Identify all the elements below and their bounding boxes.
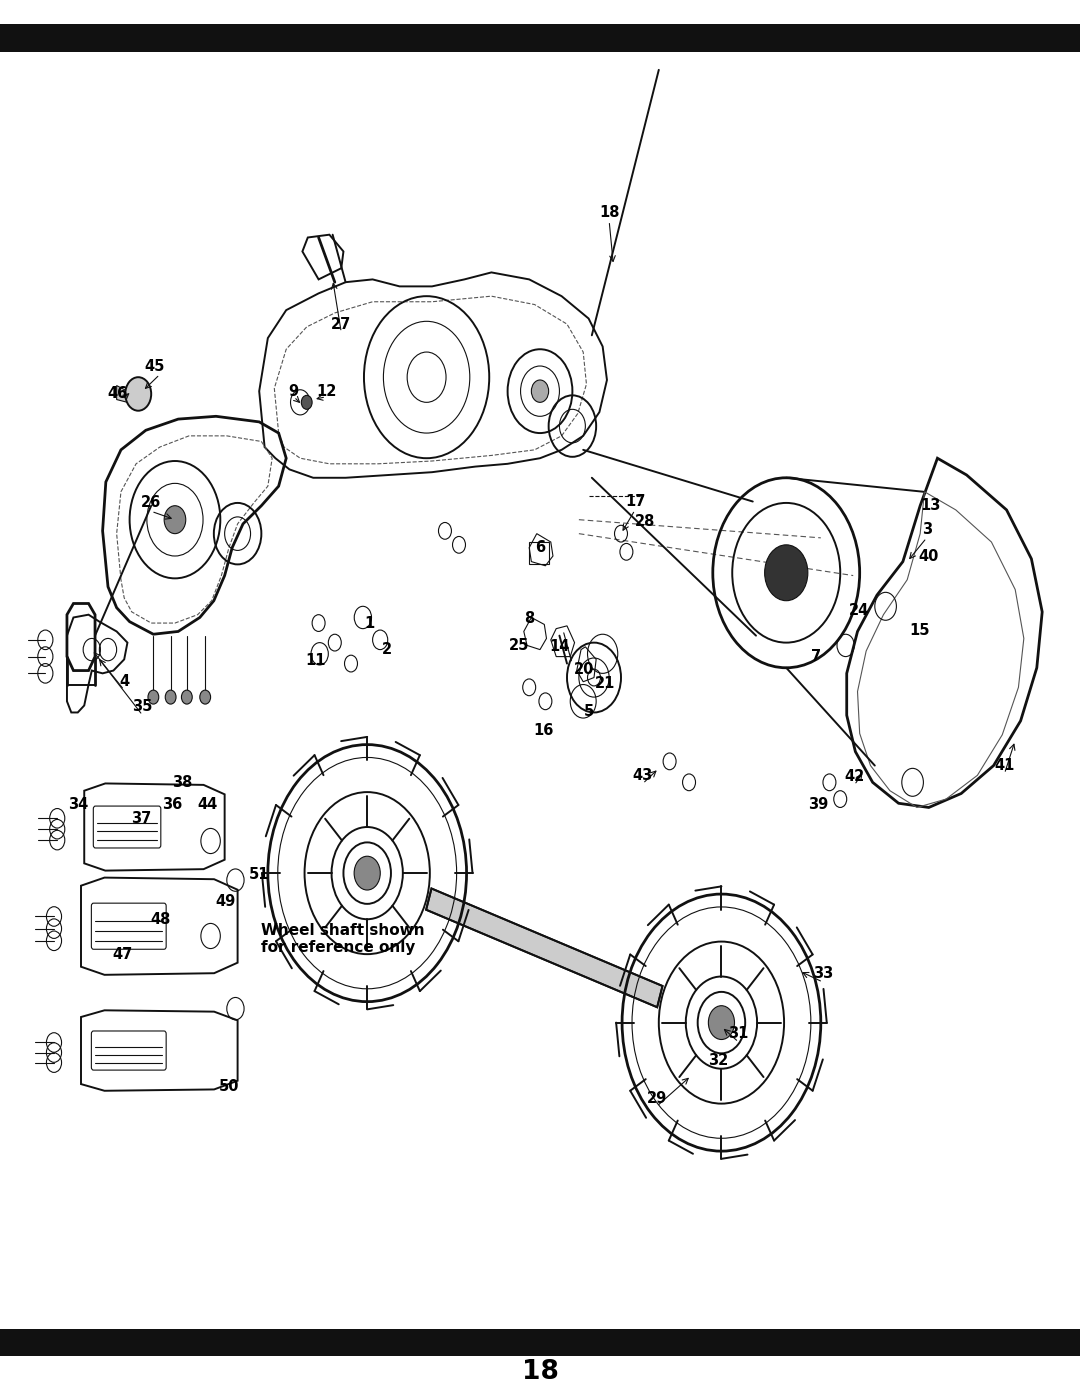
Text: 24: 24 bbox=[849, 604, 868, 617]
Circle shape bbox=[531, 380, 549, 402]
Circle shape bbox=[148, 690, 159, 704]
Text: 33: 33 bbox=[813, 967, 833, 981]
Text: 16: 16 bbox=[534, 724, 553, 738]
Text: 7: 7 bbox=[811, 650, 822, 664]
Text: 39: 39 bbox=[809, 798, 828, 812]
Text: 6: 6 bbox=[535, 541, 545, 555]
Text: 14: 14 bbox=[550, 640, 569, 654]
Text: 44: 44 bbox=[198, 798, 217, 812]
Text: 18: 18 bbox=[522, 1359, 558, 1384]
Text: 15: 15 bbox=[909, 623, 929, 637]
Text: 45: 45 bbox=[145, 359, 164, 373]
Text: 48: 48 bbox=[151, 912, 171, 926]
Text: 51: 51 bbox=[249, 868, 269, 882]
Text: 50: 50 bbox=[219, 1080, 239, 1094]
Text: Wheel shaft shown
for reference only: Wheel shaft shown for reference only bbox=[261, 922, 426, 956]
Circle shape bbox=[708, 1006, 734, 1039]
Text: 3: 3 bbox=[921, 522, 932, 536]
Polygon shape bbox=[427, 888, 662, 1007]
Circle shape bbox=[354, 856, 380, 890]
Text: 46: 46 bbox=[108, 387, 127, 401]
Text: 17: 17 bbox=[625, 495, 645, 509]
Text: 9: 9 bbox=[288, 384, 299, 398]
Text: 43: 43 bbox=[633, 768, 652, 782]
Text: 18: 18 bbox=[599, 205, 619, 219]
Text: 26: 26 bbox=[141, 496, 161, 510]
Text: 4: 4 bbox=[119, 675, 130, 689]
Text: 13: 13 bbox=[921, 499, 941, 513]
Text: 47: 47 bbox=[112, 947, 132, 961]
Text: 37: 37 bbox=[132, 812, 151, 826]
Text: 27: 27 bbox=[332, 317, 351, 331]
Text: 41: 41 bbox=[995, 759, 1014, 773]
Text: 25: 25 bbox=[510, 638, 529, 652]
Text: 12: 12 bbox=[316, 384, 336, 398]
Bar bbox=[0, 25, 1080, 53]
Circle shape bbox=[765, 545, 808, 601]
Text: 34: 34 bbox=[68, 798, 87, 812]
Circle shape bbox=[164, 506, 186, 534]
Polygon shape bbox=[117, 386, 127, 402]
Bar bbox=[0, 1329, 1080, 1356]
Text: 8: 8 bbox=[524, 612, 535, 626]
Text: 49: 49 bbox=[216, 894, 235, 908]
Text: 40: 40 bbox=[919, 549, 939, 563]
Text: 1: 1 bbox=[364, 616, 375, 630]
Text: 29: 29 bbox=[647, 1091, 666, 1105]
Circle shape bbox=[200, 690, 211, 704]
Text: 31: 31 bbox=[729, 1027, 748, 1041]
Text: 38: 38 bbox=[173, 775, 192, 789]
Circle shape bbox=[301, 395, 312, 409]
Circle shape bbox=[181, 690, 192, 704]
Circle shape bbox=[125, 377, 151, 411]
Text: 5: 5 bbox=[583, 704, 594, 718]
Text: 21: 21 bbox=[595, 676, 615, 690]
Text: 28: 28 bbox=[635, 514, 654, 528]
Text: 2: 2 bbox=[381, 643, 392, 657]
Text: 20: 20 bbox=[575, 662, 594, 676]
Text: 35: 35 bbox=[133, 700, 152, 714]
Text: 32: 32 bbox=[708, 1053, 728, 1067]
Circle shape bbox=[165, 690, 176, 704]
Text: 11: 11 bbox=[306, 654, 325, 668]
Text: 42: 42 bbox=[845, 770, 864, 784]
Text: 36: 36 bbox=[162, 798, 181, 812]
